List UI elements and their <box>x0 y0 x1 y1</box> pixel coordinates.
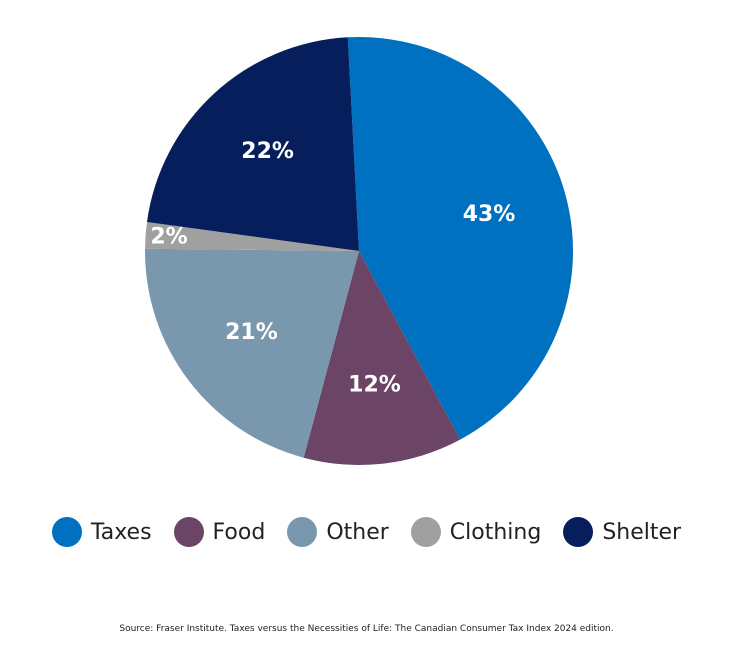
pie-slice-clothing <box>145 221 359 251</box>
pie-slice-shelter <box>146 37 359 252</box>
legend-label-food: Food <box>212 519 266 545</box>
source-note: Source: Fraser Institute. Taxes versus t… <box>119 624 614 634</box>
legend-item-food: Food <box>173 517 266 547</box>
slice-label-shelter: 22% <box>241 139 294 164</box>
legend-label-shelter: Shelter <box>602 519 682 545</box>
legend-swatch-food <box>173 517 204 547</box>
legend-item-taxes: Taxes <box>51 517 152 547</box>
legend-swatch-clothing <box>410 517 441 547</box>
legend-swatch-shelter <box>563 517 594 547</box>
legend-item-shelter: Shelter <box>563 517 681 547</box>
pie-slice-taxes <box>347 37 573 440</box>
legend-label-taxes: Taxes <box>90 519 152 545</box>
legend: Taxes Food Other Clothing Shelter <box>0 512 733 552</box>
pie-slice-other <box>145 248 359 458</box>
pie-chart: 43% 12% 21% 2% 22% <box>145 37 573 465</box>
slice-label-clothing: 2% <box>150 225 187 250</box>
slice-label-food: 12% <box>348 373 401 398</box>
pie-slice-food <box>303 251 461 465</box>
legend-label-other: Other <box>326 519 389 545</box>
legend-item-other: Other <box>287 517 389 547</box>
legend-item-clothing: Clothing <box>410 517 542 547</box>
slice-label-taxes: 43% <box>463 202 516 227</box>
legend-swatch-taxes <box>51 517 82 547</box>
legend-label-clothing: Clothing <box>449 519 542 545</box>
slice-label-other: 21% <box>225 320 278 345</box>
legend-swatch-other <box>287 517 318 547</box>
